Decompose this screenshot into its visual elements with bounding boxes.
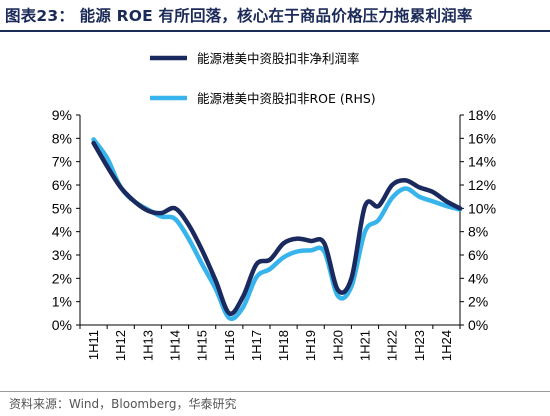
x-tick-label: 1H17 — [249, 330, 264, 361]
y-left-tick-label: 1% — [52, 294, 72, 310]
x-tick-label: 1H24 — [439, 330, 454, 361]
y-left-tick-label: 2% — [52, 270, 72, 286]
x-tick-label: 1H22 — [385, 330, 400, 361]
x-tick-label: 1H19 — [303, 330, 318, 361]
x-tick-label: 1H14 — [168, 330, 183, 361]
y-left-tick-label: 5% — [52, 200, 72, 216]
y-left-tick-label: 8% — [52, 130, 72, 146]
y-right-tick-label: 18% — [468, 107, 496, 123]
y-right-tick-label: 4% — [468, 270, 488, 286]
x-tick-label: 1H23 — [412, 330, 427, 361]
y-right-tick-label: 0% — [468, 317, 488, 333]
x-tick-label: 1H18 — [276, 330, 291, 361]
x-tick-label: 1H16 — [222, 330, 237, 361]
x-tick-label: 1H20 — [330, 330, 345, 361]
y-right-tick-label: 2% — [468, 294, 488, 310]
x-tick-label: 1H15 — [195, 330, 210, 361]
y-right-tick-label: 14% — [468, 154, 496, 170]
x-tick-label: 1H11 — [86, 330, 101, 360]
source-divider — [0, 391, 550, 392]
y-right-tick-label: 8% — [468, 224, 488, 240]
x-tick-label: 1H12 — [113, 330, 128, 361]
x-tick-label: 1H21 — [358, 330, 373, 361]
line-chart: 能源港美中资股扣非净利润率 能源港美中资股扣非ROE (RHS) 0% 1% 2% 3… — [52, 51, 496, 361]
y-right-tick-label: 6% — [468, 247, 488, 263]
legend-label-series-1: 能源港美中资股扣非净利润率 — [197, 51, 360, 66]
series-lines — [91, 137, 463, 321]
y-left-tick-label: 6% — [52, 177, 72, 193]
y-right-tick-label: 12% — [468, 177, 496, 193]
y-right-tick-label: 10% — [468, 200, 496, 216]
y-left-tick-label: 3% — [52, 247, 72, 263]
title-divider — [0, 30, 550, 32]
y-left-tick-label: 9% — [52, 107, 72, 123]
legend-label-series-2: 能源港美中资股扣非ROE (RHS) — [197, 91, 376, 106]
series-line-2 — [91, 137, 463, 321]
series-line-1 — [91, 140, 463, 316]
axes: 0% 1% 2% 3% 4% 5% 6% 7% 8% 9% 0% 2% 4% 6% 8% 10% 12% 14% 1… — [52, 107, 496, 361]
y-left-tick-label: 0% — [52, 317, 72, 333]
y-left-tick-label: 4% — [52, 224, 72, 240]
y-left-tick-label: 7% — [52, 154, 72, 170]
y-right-tick-label: 16% — [468, 130, 496, 146]
source-note: 资料来源：Wind，Bloomberg，华泰研究 — [9, 397, 237, 411]
chart-title: 图表23： 能源 ROE 有所回落，核心在于商品价格压力拖累利润率 — [5, 7, 473, 25]
legend: 能源港美中资股扣非净利润率 能源港美中资股扣非ROE (RHS) — [150, 51, 376, 106]
x-tick-label: 1H13 — [140, 330, 155, 361]
